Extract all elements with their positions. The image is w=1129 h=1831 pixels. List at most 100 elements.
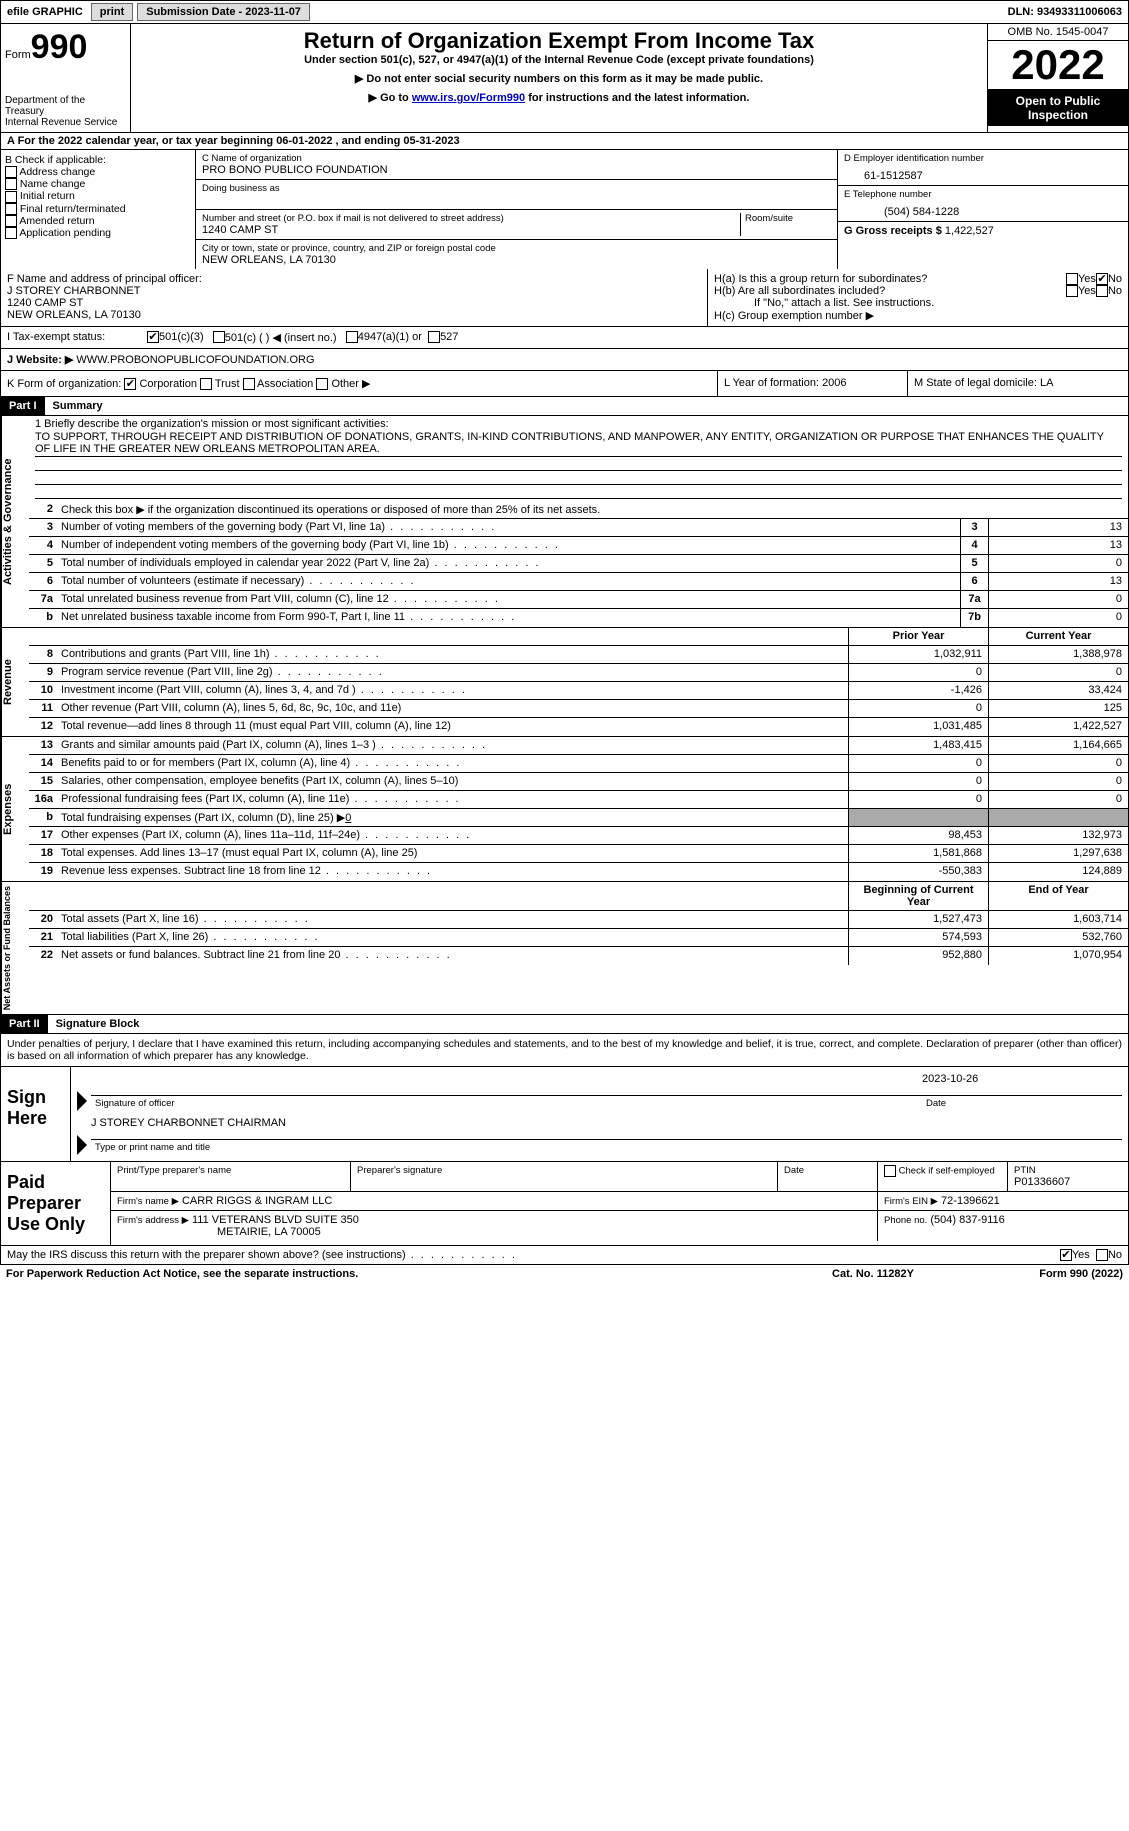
line15-label: Salaries, other compensation, employee b… (57, 773, 848, 790)
mission-blank2 (35, 471, 1122, 485)
paperwork-notice: For Paperwork Reduction Act Notice, see … (6, 1268, 773, 1280)
perjury-statement: Under penalties of perjury, I declare th… (0, 1034, 1129, 1067)
line22-curr: 1,070,954 (988, 947, 1128, 965)
line16b-val: 0 (345, 812, 351, 824)
irs-link[interactable]: www.irs.gov/Form990 (412, 92, 525, 104)
cat-no: Cat. No. 11282Y (773, 1268, 973, 1280)
chk-self-employed[interactable] (884, 1165, 896, 1177)
hb-no[interactable] (1096, 285, 1108, 297)
sign-here-row: Sign Here 2023-10-26 Signature of office… (0, 1067, 1129, 1162)
firm-ein-label: Firm's EIN ▶ (884, 1196, 938, 1207)
chk-assoc[interactable] (243, 378, 255, 390)
mission-text: TO SUPPORT, THROUGH RECEIPT AND DISTRIBU… (35, 430, 1122, 457)
firm-name: CARR RIGGS & INGRAM LLC (182, 1195, 332, 1207)
paid-preparer: Paid Preparer Use Only Print/Type prepar… (0, 1162, 1129, 1246)
dept-treasury: Department of the Treasury (5, 95, 126, 117)
line14-label: Benefits paid to or for members (Part IX… (57, 755, 848, 772)
firm-phone-label: Phone no. (884, 1215, 927, 1226)
chk-other[interactable] (316, 378, 328, 390)
line16a-curr: 0 (988, 791, 1128, 808)
mission-label: 1 Briefly describe the organization's mi… (35, 418, 1122, 430)
chk-corp[interactable] (124, 378, 136, 390)
chk-trust[interactable] (200, 378, 212, 390)
firm-addr1: 111 VETERANS BLVD SUITE 350 (192, 1214, 359, 1226)
line13-curr: 1,164,665 (988, 737, 1128, 754)
l-label: L Year of formation: (724, 377, 819, 389)
chk-501c3[interactable] (147, 331, 159, 343)
check-application-pending[interactable] (5, 227, 17, 239)
line18-prior: 1,581,868 (848, 845, 988, 862)
officer-addr1: 1240 CAMP ST (7, 297, 701, 309)
check-amended-return[interactable] (5, 215, 17, 227)
officer-name-title: J STOREY CHARBONNET CHAIRMAN (91, 1117, 1122, 1129)
form-990: 990 (31, 28, 88, 66)
prep-name-label: Print/Type preparer's name (117, 1165, 344, 1176)
hb-note: If "No," attach a list. See instructions… (714, 297, 1122, 309)
type-name-label: Type or print name and title (91, 1140, 1122, 1155)
row-fh: F Name and address of principal officer:… (0, 269, 1129, 327)
chk-501c[interactable] (213, 331, 225, 343)
line16b-curr-shade (988, 809, 1128, 826)
row-j: J Website: ▶ WWW.PROBONOPUBLICOFOUNDATIO… (0, 349, 1129, 371)
ha-yes-lbl: Yes (1078, 273, 1096, 285)
ha-label: H(a) Is this a group return for subordin… (714, 273, 1066, 285)
irs-no-lbl: No (1108, 1249, 1122, 1261)
firm-addr-label: Firm's address ▶ (117, 1215, 189, 1226)
lbl-initial-return: Initial return (20, 190, 75, 202)
part1-bar: Part I Summary (0, 397, 1129, 416)
ha-yes[interactable] (1066, 273, 1078, 285)
line13-prior: 1,483,415 (848, 737, 988, 754)
line5-label: Total number of individuals employed in … (57, 555, 960, 572)
ha-no-lbl: No (1108, 273, 1122, 285)
mission-blank1 (35, 457, 1122, 471)
m-label: M State of legal domicile: (914, 377, 1037, 389)
line3-label: Number of voting members of the governin… (57, 519, 960, 536)
ha-no[interactable] (1096, 273, 1108, 285)
line7a-val: 0 (988, 591, 1128, 608)
f-label: F Name and address of principal officer: (7, 273, 701, 285)
check-name-change[interactable] (5, 178, 17, 190)
print-button[interactable]: print (91, 3, 133, 21)
open-inspection: Open to Public Inspection (988, 90, 1128, 126)
check-final-return[interactable] (5, 203, 17, 215)
lbl-assoc: Association (257, 378, 313, 390)
hb-yes[interactable] (1066, 285, 1078, 297)
line4-label: Number of independent voting members of … (57, 537, 960, 554)
line16b-prior-shade (848, 809, 988, 826)
begin-year-head: Beginning of Current Year (848, 882, 988, 910)
ptin-label: PTIN (1014, 1165, 1122, 1176)
line6-val: 13 (988, 573, 1128, 590)
org-address: 1240 CAMP ST (202, 224, 736, 236)
addr-label: Number and street (or P.O. box if mail i… (202, 213, 736, 224)
dba-label: Doing business as (202, 183, 831, 194)
tax-year: 2022 (988, 41, 1128, 90)
topbar: efile GRAPHIC print Submission Date - 20… (0, 0, 1129, 24)
line10-prior: -1,426 (848, 682, 988, 699)
irs-discuss-yes[interactable] (1060, 1249, 1072, 1261)
line20-prior: 1,527,473 (848, 911, 988, 928)
website-url: WWW.PROBONOPUBLICOFOUNDATION.ORG (76, 354, 314, 366)
row-a-period: A For the 2022 calendar year, or tax yea… (0, 133, 1129, 150)
goto-post: for instructions and the latest informat… (525, 92, 749, 104)
check-initial-return[interactable] (5, 191, 17, 203)
officer-addr2: NEW ORLEANS, LA 70130 (7, 309, 701, 321)
line8-prior: 1,032,911 (848, 646, 988, 663)
line12-label: Total revenue—add lines 8 through 11 (mu… (57, 718, 848, 736)
form-title: Return of Organization Exempt From Incom… (135, 28, 983, 54)
check-address-change[interactable] (5, 166, 17, 178)
line13-label: Grants and similar amounts paid (Part IX… (57, 737, 848, 754)
lbl-address-change: Address change (19, 166, 95, 178)
firm-phone: (504) 837-9116 (930, 1214, 1004, 1226)
line16a-prior: 0 (848, 791, 988, 808)
ptin-value: P01336607 (1014, 1176, 1122, 1188)
line12-prior: 1,031,485 (848, 718, 988, 736)
chk-527[interactable] (428, 331, 440, 343)
sidebar-rev: Revenue (1, 628, 29, 736)
line20-label: Total assets (Part X, line 16) (57, 911, 848, 928)
chk-4947[interactable] (346, 331, 358, 343)
line18-label: Total expenses. Add lines 13–17 (must eq… (57, 845, 848, 862)
line16a-label: Professional fundraising fees (Part IX, … (57, 791, 848, 808)
irs-discuss-no[interactable] (1096, 1249, 1108, 1261)
part2-header: Part II (1, 1015, 48, 1033)
section-activities-governance: Activities & Governance 1 Briefly descri… (0, 416, 1129, 628)
